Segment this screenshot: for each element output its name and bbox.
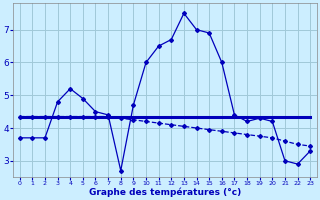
X-axis label: Graphe des températures (°c): Graphe des températures (°c) xyxy=(89,187,241,197)
